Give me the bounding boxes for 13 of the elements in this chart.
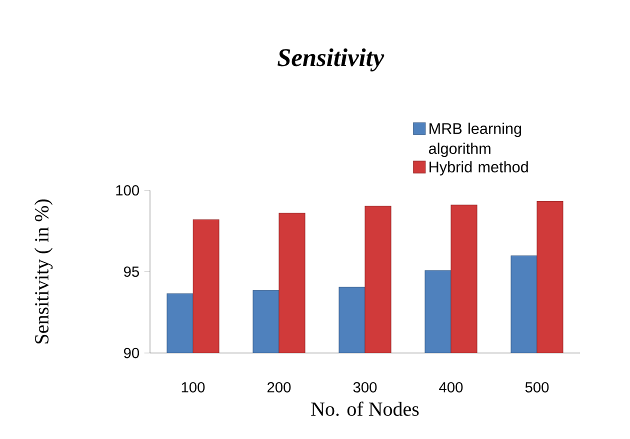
y-tick-label: 95	[124, 266, 139, 277]
legend-label: Hybrid method	[430, 161, 528, 176]
chart-title: Sensitivity	[278, 48, 384, 72]
legend-label: MRB learning algorithm	[428, 122, 522, 158]
x-tick-label: 200	[268, 382, 291, 392]
x-axis-title: No. of Nodes	[311, 402, 419, 416]
y-axis-title: Sensitivity ( in %)	[34, 199, 53, 344]
x-tick-label: 300	[353, 382, 377, 392]
x-tick-label: 100	[182, 382, 205, 392]
y-tick-label: 100	[116, 185, 140, 196]
x-tick-label: 500	[525, 382, 549, 392]
y-tick-label: 90	[124, 348, 140, 358]
x-tick-label: 400	[439, 382, 463, 392]
